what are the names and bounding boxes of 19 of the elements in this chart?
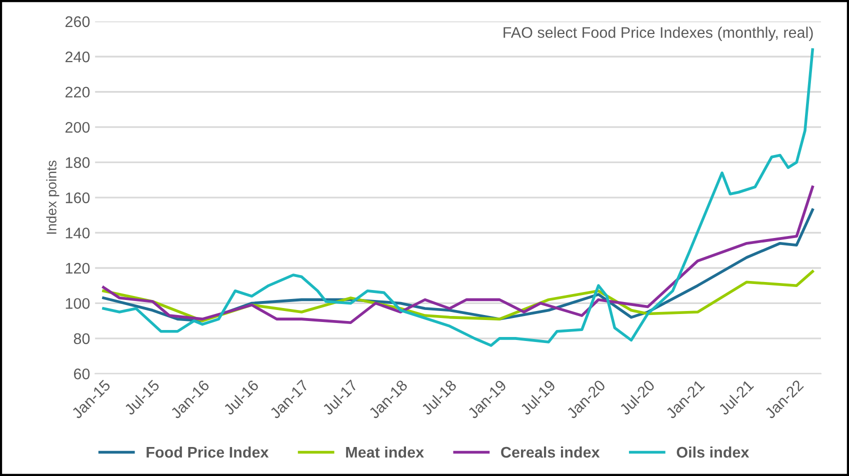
y-tick-label: 140 [66,228,90,238]
legend-label: Meat index [346,446,424,458]
line-series [102,186,814,324]
y-tick-label: 260 [66,16,90,28]
y-tick-label: 120 [66,262,90,274]
y-tick-label: 160 [66,192,90,204]
y-axis-title: Index points [46,160,60,234]
legend-label: Food Price Index [146,446,269,458]
y-tick-label: 180 [66,157,90,168]
y-tick-label: 200 [66,122,90,133]
chart-title: FAO select Food Price Indexes (monthly, real) [504,26,813,41]
y-tick-label: 60 [74,368,90,380]
y-tick-label: 220 [66,86,90,98]
y-tick-label: 240 [66,52,90,62]
y-tick-label: 80 [74,333,90,344]
y-tick-label: 100 [66,298,90,309]
legend-label: Oils index [676,446,750,458]
line-series [102,48,814,347]
legend-label: Cereals index [501,446,600,458]
